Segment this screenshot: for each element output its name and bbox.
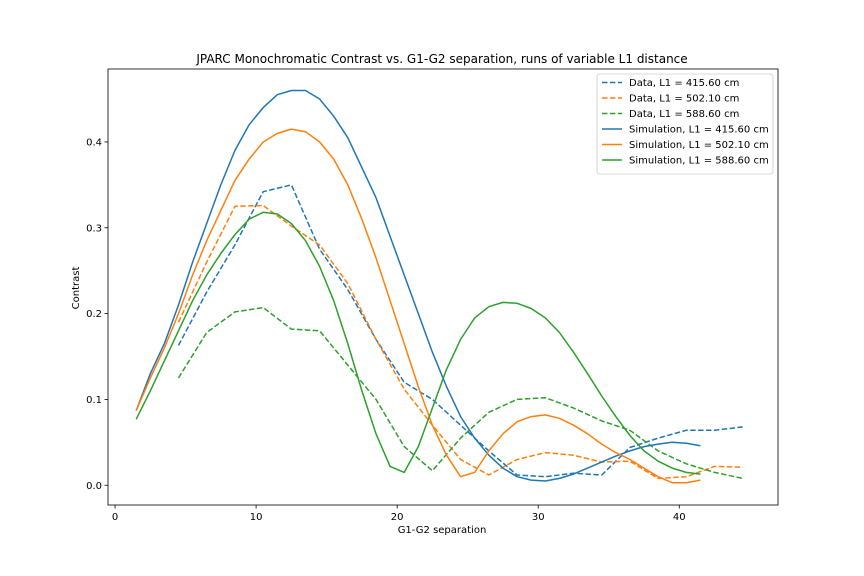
x-tick-label: 0 bbox=[112, 512, 118, 523]
series-line-3 bbox=[177, 306, 743, 480]
y-tick-label: 0.3 bbox=[86, 223, 102, 234]
y-tick-label: 0.2 bbox=[86, 309, 102, 320]
series-line-1 bbox=[177, 184, 743, 478]
x-tick-label: 30 bbox=[532, 512, 545, 523]
x-tick-label: 40 bbox=[673, 512, 686, 523]
x-axis-label: G1-G2 separation bbox=[398, 525, 487, 536]
chart-title: JPARC Monochromatic Contrast vs. G1-G2 s… bbox=[195, 52, 687, 66]
series-line-2 bbox=[177, 204, 743, 480]
y-tick-label: 0.4 bbox=[86, 137, 102, 148]
legend-entry-2: Data, L1 = 502.10 cm bbox=[629, 94, 739, 105]
legend-entry-3: Data, L1 = 588.60 cm bbox=[629, 109, 739, 120]
legend-entry-6: Simulation, L1 = 588.60 cm bbox=[629, 156, 769, 167]
plot-area: 0 10 20 30 40 0.0 0.1 0.2 0.3 0.4 bbox=[86, 68, 779, 523]
series-line-5 bbox=[135, 128, 701, 484]
series-line-4 bbox=[135, 89, 701, 482]
x-tick-label: 20 bbox=[391, 512, 404, 523]
y-tick-label: 0.1 bbox=[86, 395, 102, 406]
legend-entry-5: Simulation, L1 = 502.10 cm bbox=[629, 140, 769, 151]
legend: Data, L1 = 415.60 cm Data, L1 = 502.10 cm… bbox=[596, 73, 774, 175]
legend-entry-4: Simulation, L1 = 415.60 cm bbox=[629, 125, 769, 136]
y-tick-label: 0.0 bbox=[86, 481, 102, 492]
y-axis-label: Contrast bbox=[71, 267, 82, 310]
series-line-6 bbox=[135, 211, 701, 475]
axes-frame bbox=[107, 68, 779, 506]
legend-box bbox=[596, 73, 774, 175]
x-tick-label: 10 bbox=[250, 512, 263, 523]
legend-entry-1: Data, L1 = 415.60 cm bbox=[629, 78, 739, 89]
